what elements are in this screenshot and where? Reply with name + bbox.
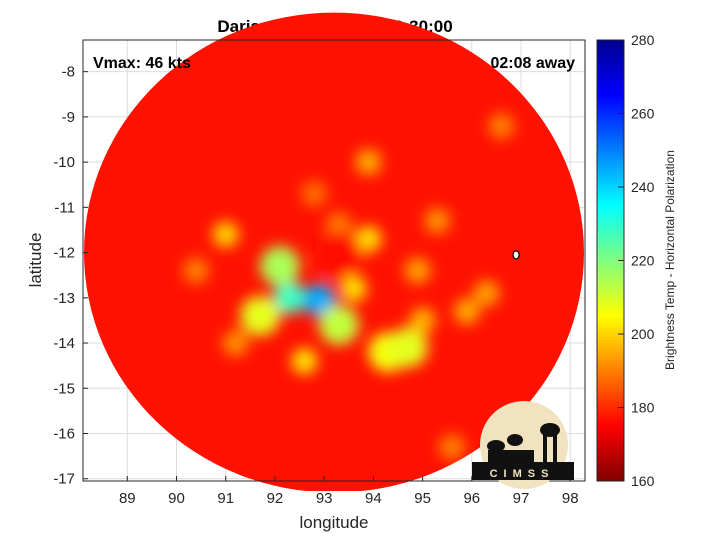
colorbar-tick-label: 260 (631, 106, 655, 122)
colorbar-tick-label: 280 (631, 32, 655, 48)
swath-features (183, 112, 515, 461)
colorbar-label: Brightness Temp - Horizontal Polarizatio… (663, 150, 677, 370)
y-tick-label: -11 (54, 199, 75, 216)
cimss-logo: CIMSS (472, 401, 574, 489)
plot-frame (82, 39, 586, 482)
colorbar-ticks: 280 260 240 220 200 180 160 (618, 32, 655, 489)
logo-ground (472, 462, 574, 480)
temperature-feature (291, 348, 318, 375)
colorbar: 280 260 240 220 200 180 160 Brightness Temp - … (596, 32, 677, 489)
logo-tower-leg (553, 434, 557, 462)
y-tick-label: -14 (53, 335, 75, 352)
temperature-feature (404, 257, 431, 284)
logo-building (488, 450, 534, 464)
temperature-feature (355, 226, 382, 253)
temperature-feature (424, 207, 451, 234)
x-tick-label: 92 (267, 490, 284, 507)
y-axis-label: latitude (26, 233, 45, 288)
marker-point (512, 250, 520, 260)
axis-ticks: 89 90 91 92 93 94 95 96 97 98 -8 -9 -10 -11 -12 -13 -14 -… (53, 64, 578, 507)
y-tick-label: -17 (53, 471, 75, 488)
temperature-feature (318, 304, 359, 345)
temperature-feature (453, 298, 480, 325)
plot-area: 89 90 91 92 93 94 95 96 97 98 -8 -9 -10 -11 -12 -13 -14 -… (53, 12, 586, 507)
temperature-feature (222, 330, 249, 357)
x-tick-label: 95 (414, 490, 431, 507)
y-tick-label: -10 (53, 154, 75, 171)
x-tick-label: 91 (217, 490, 234, 507)
storm-eye (314, 230, 363, 279)
temperature-feature (409, 307, 436, 334)
vmax-annotation: Vmax: 46 kts (93, 55, 191, 72)
temperature-feature (439, 434, 466, 461)
temperature-feature (301, 180, 328, 207)
temperature-feature (473, 280, 500, 307)
logo-tower-leg (543, 434, 547, 462)
logo-text: CIMSS (490, 468, 555, 480)
x-tick-label: 94 (365, 490, 382, 507)
temperature-feature (387, 327, 428, 368)
y-tick-label: -12 (53, 245, 75, 262)
logo-tower-tank (540, 423, 560, 437)
x-axis-label: longitude (299, 513, 368, 532)
colorbar-tick-label: 180 (631, 400, 655, 416)
colorbar-tick-label: 220 (631, 253, 655, 269)
logo-dish (507, 434, 523, 446)
time-away-annotation: 02:08 away (490, 55, 575, 72)
x-tick-label: 97 (513, 490, 530, 507)
x-tick-label: 98 (562, 490, 579, 507)
y-tick-label: -8 (62, 64, 75, 81)
colorbar-tick-label: 160 (631, 473, 655, 489)
logo-dish (487, 440, 505, 452)
temperature-feature (240, 295, 281, 336)
y-tick-label: -15 (53, 380, 75, 397)
temperature-feature (259, 246, 300, 287)
temperature-feature (488, 112, 515, 139)
x-tick-label: 96 (463, 490, 480, 507)
temperature-feature (303, 284, 336, 317)
temperature-feature (273, 281, 306, 314)
temperature-feature (183, 257, 210, 284)
x-tick-label: 93 (316, 490, 333, 507)
storm-center-marker (512, 250, 520, 260)
temperature-feature (212, 221, 239, 248)
temperature-feature (355, 149, 382, 176)
y-tick-label: -9 (62, 109, 75, 126)
x-tick-label: 89 (119, 490, 136, 507)
colorbar-tick-label: 200 (631, 326, 655, 342)
x-tick-label: 90 (168, 490, 185, 507)
colorbar-tick-label: 240 (631, 179, 655, 195)
temperature-feature (340, 275, 367, 302)
y-tick-label: -16 (53, 426, 75, 443)
y-tick-label: -13 (53, 290, 75, 307)
